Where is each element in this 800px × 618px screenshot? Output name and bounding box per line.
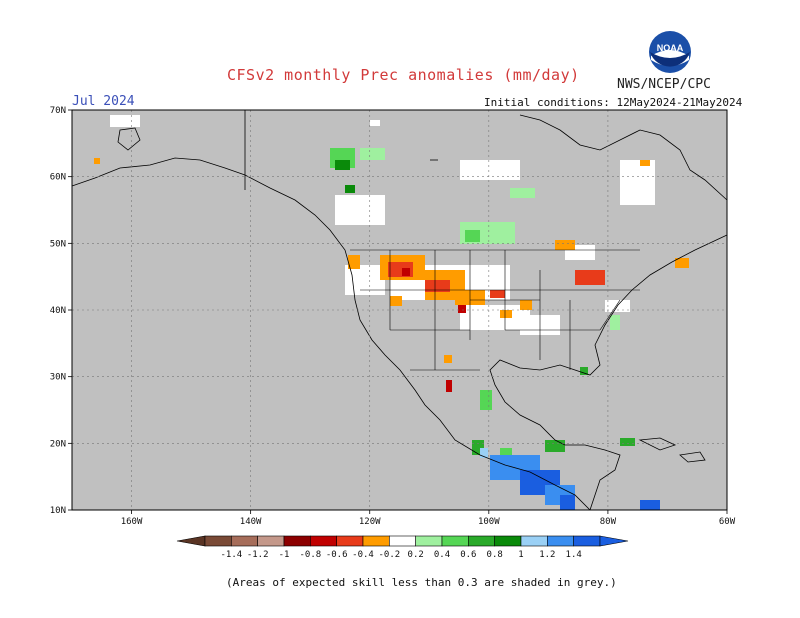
forecast-month: Jul 2024	[72, 94, 135, 109]
anomaly-cell	[465, 230, 480, 242]
chart-title: CFSv2 monthly Prec anomalies (mm/day)	[227, 66, 580, 84]
anomaly-cell	[460, 160, 520, 180]
anomaly-cell	[545, 440, 565, 452]
x-tick-label: 60W	[719, 517, 736, 527]
anomaly-cell	[500, 448, 512, 458]
colorbar-cell	[389, 535, 416, 547]
colorbar-label: 0.4	[434, 550, 450, 560]
colorbar-label: -0.4	[352, 550, 374, 560]
colorbar-label: -1.4	[220, 550, 242, 560]
anomaly-cell	[335, 195, 385, 225]
anomaly-cell	[345, 265, 385, 295]
colorbar-label: 0.8	[487, 550, 503, 560]
state-boundary	[599, 299, 621, 331]
anomaly-cell	[575, 270, 605, 285]
colorbar-cell	[468, 535, 495, 547]
anomaly-cell	[480, 390, 492, 410]
colorbar-cell	[310, 535, 337, 547]
colorbar-cell	[573, 535, 601, 547]
coastline	[679, 451, 706, 463]
anomaly-cell	[675, 258, 689, 268]
anomaly-cell	[610, 315, 620, 330]
colorbar-label: 1.2	[539, 550, 555, 560]
colorbar-label: -0.6	[326, 550, 348, 560]
anomaly-cell	[555, 240, 575, 250]
anomaly-cell	[620, 160, 655, 205]
y-tick-label: 50N	[50, 239, 66, 249]
colorbar-label: -0.2	[378, 550, 400, 560]
anomaly-cell	[94, 158, 100, 164]
anomaly-cell	[345, 185, 355, 193]
colorbar-cell	[231, 535, 258, 547]
colorbar-cell	[362, 535, 390, 547]
noaa-logo: NOAA	[648, 30, 692, 78]
colorbar-cell	[494, 535, 522, 547]
x-tick-label: 100W	[478, 517, 500, 527]
anomaly-cell	[580, 367, 588, 375]
anomaly-cell	[640, 500, 660, 510]
y-tick-label: 70N	[50, 106, 66, 116]
y-tick-label: 10N	[50, 506, 66, 516]
x-tick-label: 140W	[240, 517, 262, 527]
colorbar-arrow-right	[599, 535, 629, 547]
anomaly-cell	[520, 300, 532, 310]
anomaly-cell	[640, 160, 650, 166]
colorbar-label: -1	[279, 550, 290, 560]
coastline	[71, 157, 591, 511]
colorbar-cell	[204, 535, 232, 547]
anomaly-cell	[446, 380, 452, 392]
colorbar-label: 1.4	[566, 550, 582, 560]
anomaly-cell	[370, 120, 380, 126]
colorbar-label: 0.6	[460, 550, 476, 560]
colorbar-cell	[283, 535, 311, 547]
anomaly-cell	[335, 160, 350, 170]
anomaly-cell	[500, 310, 512, 318]
anomaly-cell	[444, 355, 452, 363]
anomaly-cell	[348, 255, 360, 269]
colorbar-cell	[547, 535, 574, 547]
colorbar-label: -0.8	[299, 550, 321, 560]
anomaly-cell	[560, 495, 575, 510]
colorbar-label: -1.2	[247, 550, 269, 560]
anomaly-cell	[390, 296, 402, 306]
initial-conditions: Initial conditions: 12May2024-21May2024	[484, 96, 743, 109]
colorbar-cell	[441, 535, 469, 547]
coastline	[489, 234, 728, 511]
colorbar-label: 1	[518, 550, 523, 560]
y-tick-label: 60N	[50, 173, 66, 183]
x-tick-label: 80W	[600, 517, 617, 527]
colorbar-cell	[520, 535, 548, 547]
colorbar-cell	[257, 535, 285, 547]
anomaly-cell	[402, 268, 410, 276]
anomaly-cell	[110, 115, 140, 127]
anomaly-cell	[510, 188, 535, 198]
coastline	[638, 437, 677, 451]
coastline	[519, 114, 728, 201]
colorbar-cell	[415, 535, 443, 547]
anomaly-cell	[425, 280, 450, 292]
y-tick-label: 20N	[50, 439, 66, 449]
anomaly-cell	[620, 438, 635, 446]
y-tick-label: 40N	[50, 306, 66, 316]
coastline	[117, 127, 141, 151]
svg-text:NOAA: NOAA	[657, 43, 684, 53]
anomaly-cell	[480, 448, 488, 458]
colorbar-cell	[336, 535, 364, 547]
anomaly-cell	[490, 290, 505, 298]
colorbar-label: 0.2	[408, 550, 424, 560]
x-tick-label: 160W	[121, 517, 143, 527]
colorbar-arrow-left	[176, 535, 206, 547]
agency-label: NWS/NCEP/CPC	[617, 77, 711, 92]
anomaly-cell	[458, 305, 466, 313]
x-tick-label: 120W	[359, 517, 381, 527]
anomaly-cell	[460, 305, 530, 330]
footer-note: (Areas of expected skill less than 0.3 a…	[226, 576, 617, 589]
y-tick-label: 30N	[50, 373, 66, 383]
anomaly-cell	[360, 148, 385, 160]
